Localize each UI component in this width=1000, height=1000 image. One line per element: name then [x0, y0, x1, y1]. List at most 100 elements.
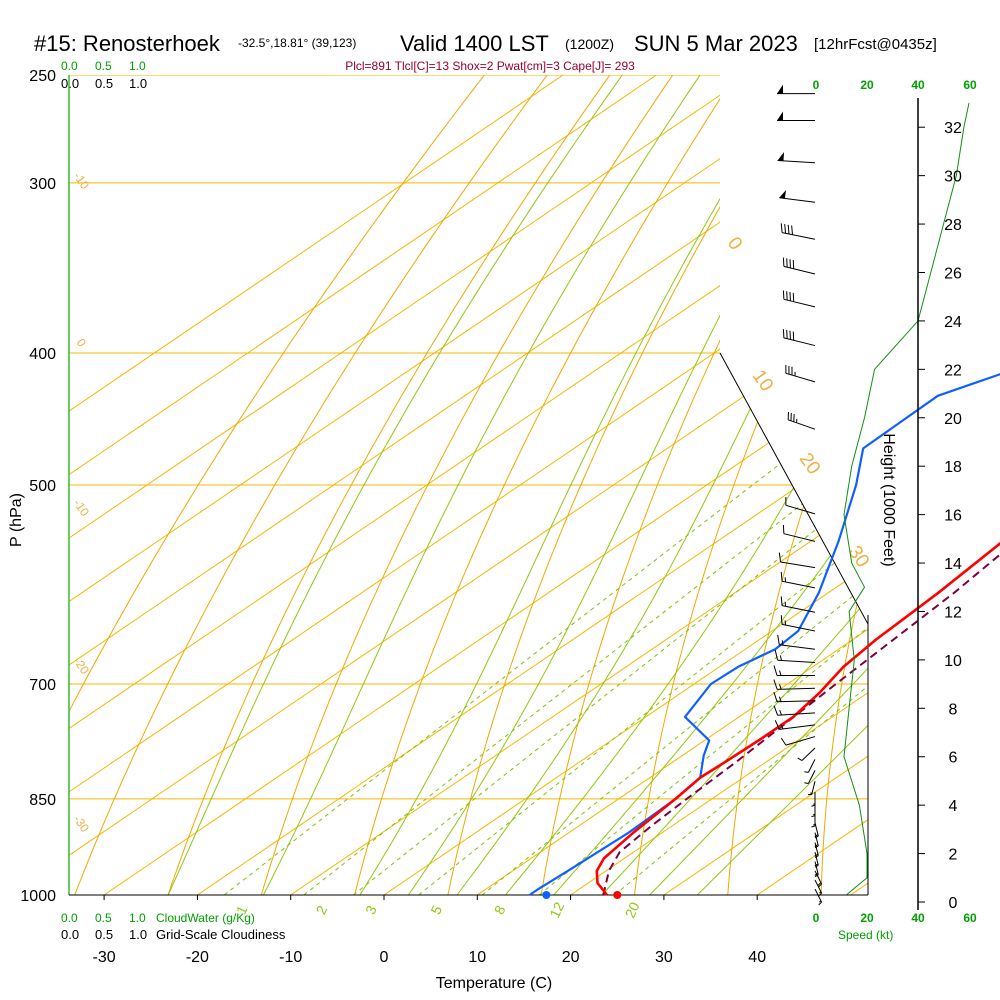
height-tick-label: 8 [949, 701, 958, 718]
barb-full [814, 874, 819, 878]
barb-shaft [777, 659, 816, 664]
wind-barb [804, 770, 816, 784]
sounding-profiles [528, 373, 1000, 899]
temperature-tick-label: -10 [279, 949, 302, 966]
barb-shaft [783, 533, 816, 542]
cloudiness-scale-top-0: 0.0 [61, 76, 79, 91]
temperature-tick-label: -30 [93, 949, 116, 966]
speed-scale-top: 0 20 40 60 [813, 78, 977, 92]
barb-shaft [783, 337, 816, 347]
barb-half [813, 813, 816, 816]
wind-barb [814, 822, 819, 839]
barb-full [818, 892, 822, 897]
barb-full [780, 737, 787, 746]
speed-tick-top-3: 60 [963, 78, 977, 92]
barb-half [779, 684, 782, 690]
barb-shaft [779, 644, 816, 650]
barb-half [779, 709, 782, 716]
barb-shaft [782, 623, 816, 632]
height-tick-label: 32 [944, 120, 962, 137]
cloudwater-scale-bottom-1: 0.5 [95, 911, 112, 925]
cloudiness-scale-top-2: 1.0 [129, 76, 147, 91]
wind-barb [814, 842, 819, 859]
barb-shaft [780, 561, 816, 569]
barb-full [780, 615, 783, 625]
isotherm-line [383, 75, 868, 895]
barb-full [773, 665, 778, 676]
cloudiness-scale-top-1: 0.5 [95, 76, 113, 91]
wind-barb [774, 650, 816, 664]
moist-adiabat [481, 75, 868, 895]
barb-shaft [785, 504, 816, 515]
dry-adiabat [69, 75, 504, 895]
speed-tick-bottom-2: 40 [911, 911, 925, 925]
mixing-ratio-label: 8 [491, 903, 509, 917]
height-tick-label: 14 [944, 556, 962, 573]
wind-barb [782, 257, 816, 275]
barb-full [784, 224, 787, 234]
height-tick-label: 30 [944, 169, 962, 186]
pressure-tick-label: 400 [29, 346, 56, 363]
dry-adiabat [820, 75, 868, 895]
wind-barb [780, 572, 816, 589]
wind-barb [814, 870, 823, 888]
pressure-axis-label: P (hPa) [8, 493, 25, 547]
mixing-ratio-line [481, 352, 868, 895]
barb-full [791, 225, 793, 235]
barb-shaft [782, 605, 816, 613]
wind-barb [776, 84, 816, 95]
barb-half [781, 640, 784, 646]
mixing-ratio-label: 5 [427, 903, 445, 917]
barb-shaft [782, 232, 816, 240]
cloudwater-scale-bottom-0: 0.0 [61, 911, 78, 925]
sounding-indices: Plcl=891 Tlcl[C]=13 Shox=2 Pwat[cm]=3 Ca… [345, 59, 635, 73]
isotherm-line [290, 75, 868, 895]
cloudiness-scale-bottom-0: 0.0 [61, 927, 79, 942]
wind-barb [780, 615, 816, 632]
mixing-ratio-label: 3 [362, 903, 380, 917]
barb-full [774, 720, 780, 730]
plot-frame [68, 75, 869, 896]
wind-barb [780, 596, 816, 613]
barb-full [814, 844, 819, 847]
forecast-label: [12hrFcst@0435z] [814, 36, 937, 53]
height-tick-label: 10 [944, 653, 962, 670]
mixing-ratio-line [418, 352, 868, 895]
wind-barb [782, 329, 816, 347]
cloudiness-label: Grid-Scale Cloudiness [156, 927, 286, 942]
wind-barb [785, 364, 816, 383]
moist-adiabat [527, 75, 868, 895]
barb-shaft [783, 265, 816, 275]
height-tick-label: 0 [949, 895, 958, 912]
isotherm-line [69, 75, 750, 895]
barb-shaft [785, 736, 816, 746]
isotherm-line [850, 75, 868, 895]
isotherm-label: 0 [74, 336, 89, 350]
cloudiness-scale-bottom-1: 0.5 [95, 927, 113, 942]
barb-full [817, 882, 822, 886]
barb-full [814, 853, 819, 857]
isotherm-line [756, 75, 868, 895]
height-tick-label: 20 [944, 411, 962, 428]
isotherm-line [69, 75, 657, 895]
barb-half [813, 824, 816, 826]
wind-barb [780, 736, 816, 746]
barb-pennant [777, 84, 783, 94]
wind-barb [773, 705, 816, 716]
height-tick-label: 16 [944, 508, 962, 525]
height-tick-label: 22 [944, 362, 962, 379]
wind-barb [779, 189, 816, 203]
isotherm-label: -10 [71, 170, 93, 193]
dry-adiabat [157, 75, 628, 895]
moist-adiabat [154, 75, 641, 895]
surface-temperature-dot [613, 891, 622, 899]
height-tick-label: 24 [944, 314, 962, 331]
zulu-time: (1200Z) [565, 36, 614, 52]
speed-scale-bottom: 0 20 40 60 [813, 911, 977, 925]
speed-tick-bottom-3: 60 [963, 911, 977, 925]
surface-dewpoint-dot [542, 891, 551, 899]
barb-half [779, 655, 783, 661]
barb-half [813, 803, 816, 805]
grid-clip-group [69, 75, 868, 895]
barb-shaft [787, 419, 816, 430]
